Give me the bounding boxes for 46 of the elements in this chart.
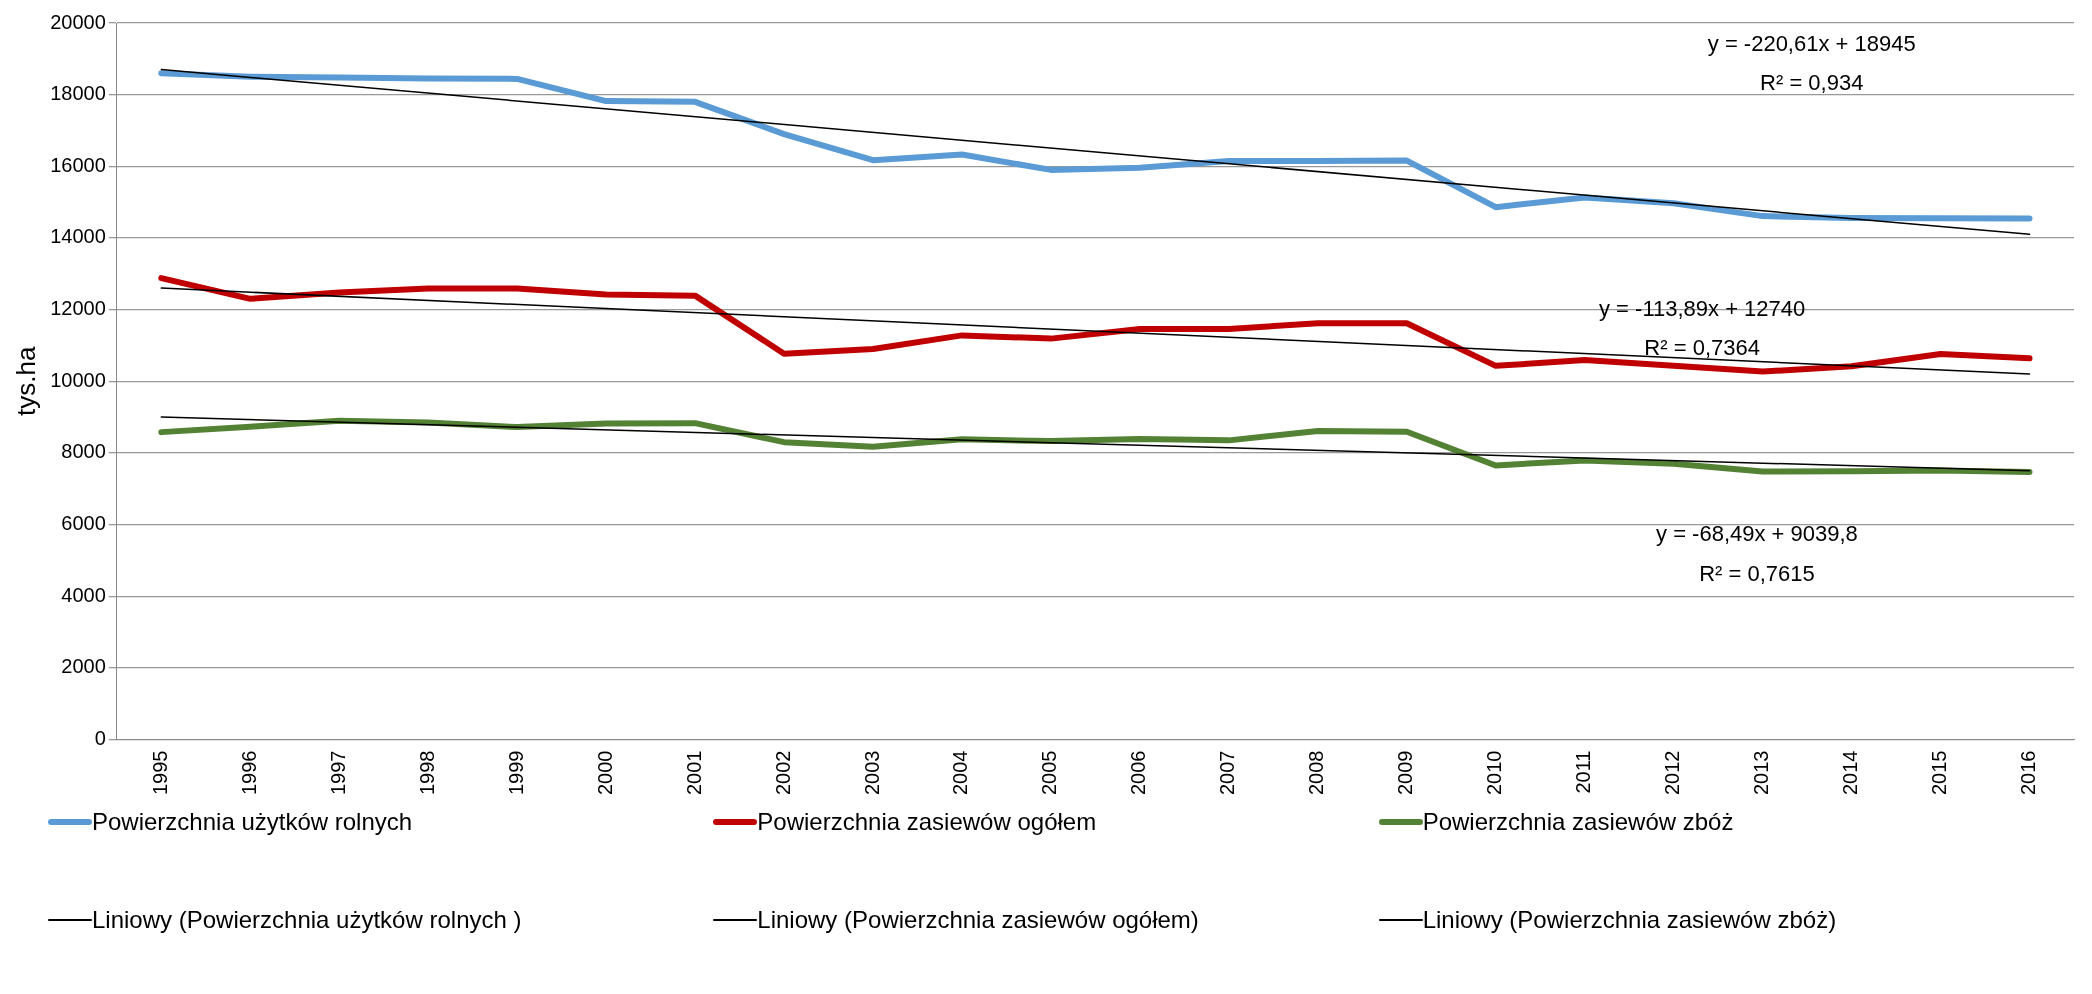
x-tick-label: 2006 xyxy=(1127,750,1150,796)
y-tick-label: 10000 xyxy=(50,368,106,391)
x-tick-label: 2000 xyxy=(593,750,616,796)
x-tick-label: 1998 xyxy=(415,750,438,796)
y-axis-title: tys.ha xyxy=(10,346,41,416)
y-tick-label: 6000 xyxy=(61,512,106,535)
legend-label: Powierzchnia zasiewów zbóż xyxy=(1422,808,1734,836)
annotation: y = -113,89x + 12740 xyxy=(1598,295,1806,321)
legend-label: Powierzchnia użytków rolnych xyxy=(92,808,413,836)
x-tick-label: 2007 xyxy=(1216,750,1239,796)
annotation: y = -220,61x + 18945 xyxy=(1707,30,1916,56)
y-tick-label: 14000 xyxy=(50,225,106,248)
annotation: R² = 0,7364 xyxy=(1644,335,1760,361)
y-tick-label: 2000 xyxy=(61,655,106,678)
x-tick-label: 2013 xyxy=(1750,750,1773,796)
annotation: R² = 0,7615 xyxy=(1699,560,1815,586)
legend-label: Powierzchnia zasiewów ogółem xyxy=(757,808,1097,836)
y-tick-label: 18000 xyxy=(50,82,106,105)
x-tick-label: 2010 xyxy=(1483,750,1506,796)
x-tick-label: 2011 xyxy=(1572,750,1595,794)
x-tick-label: 2008 xyxy=(1305,750,1328,796)
x-tick-label: 1997 xyxy=(326,750,349,796)
legend-label: Liniowy (Powierzchnia zasiewów zbóż) xyxy=(1422,906,1837,934)
x-tick-label: 2015 xyxy=(1928,750,1951,796)
x-tick-label: 2016 xyxy=(2017,750,2040,796)
x-tick-label: 2002 xyxy=(771,750,794,796)
legend-label: Liniowy (Powierzchnia zasiewów ogółem) xyxy=(757,906,1199,934)
x-tick-label: 1996 xyxy=(237,750,260,796)
annotation: R² = 0,934 xyxy=(1760,69,1864,95)
x-tick-label: 2014 xyxy=(1839,750,1862,796)
y-tick-label: 12000 xyxy=(50,297,106,320)
y-tick-label: 0 xyxy=(94,727,106,750)
x-tick-label: 2012 xyxy=(1661,750,1684,796)
y-tick-label: 16000 xyxy=(50,153,106,176)
legend-label: Liniowy (Powierzchnia użytków rolnych ) xyxy=(92,906,522,934)
x-tick-label: 2003 xyxy=(860,750,883,796)
x-tick-label: 2001 xyxy=(682,750,705,796)
y-tick-label: 8000 xyxy=(61,440,106,463)
x-tick-label: 2005 xyxy=(1038,750,1061,796)
y-tick-label: 4000 xyxy=(61,583,106,606)
annotation: y = -68,49x + 9039,8 xyxy=(1656,521,1858,547)
x-tick-label: 1995 xyxy=(148,750,171,796)
x-tick-label: 2004 xyxy=(949,750,972,796)
x-tick-label: 1999 xyxy=(504,750,527,796)
x-tick-label: 2009 xyxy=(1394,750,1417,796)
y-tick-label: 20000 xyxy=(50,10,106,33)
